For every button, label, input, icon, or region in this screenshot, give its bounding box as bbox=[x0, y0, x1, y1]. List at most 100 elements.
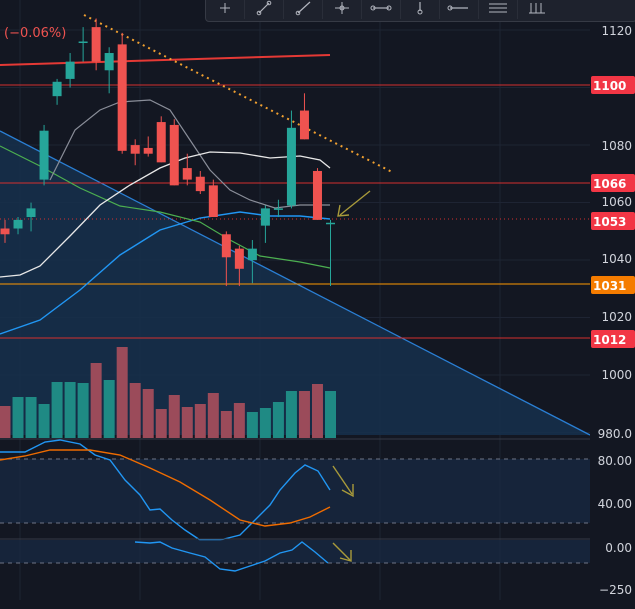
pattern-icon[interactable] bbox=[518, 0, 556, 19]
volume-bar bbox=[142, 389, 154, 438]
candle-body bbox=[221, 234, 231, 258]
candle-body bbox=[247, 248, 257, 261]
volume-bar bbox=[207, 393, 219, 438]
volume-bar bbox=[311, 384, 323, 438]
price-badge bbox=[591, 174, 635, 192]
candle-body bbox=[208, 185, 218, 218]
volume-bar bbox=[38, 404, 50, 438]
oscillator2-arrow bbox=[332, 542, 351, 561]
price-axis-label: 1060 bbox=[601, 195, 632, 209]
volume-bar bbox=[181, 407, 193, 438]
annotation-arrow bbox=[339, 190, 371, 216]
volume-bar bbox=[272, 402, 284, 438]
path-icon[interactable] bbox=[362, 0, 401, 19]
candle-body bbox=[312, 170, 322, 220]
oscillator-orange-line bbox=[0, 449, 331, 527]
oscillator-band bbox=[0, 459, 590, 523]
candle-body bbox=[52, 81, 62, 97]
ray-icon[interactable] bbox=[284, 0, 323, 19]
volume-bar bbox=[12, 397, 24, 438]
candle-body bbox=[286, 127, 296, 206]
price-axis-label: 1080 bbox=[601, 139, 632, 153]
horizontal-line-icon[interactable] bbox=[440, 0, 479, 19]
volume-bar bbox=[155, 409, 167, 438]
price-axis-background bbox=[590, 0, 635, 609]
price-axis-label: 1020 bbox=[601, 310, 632, 324]
candle-body bbox=[0, 228, 10, 235]
candle-body bbox=[156, 122, 166, 163]
trend-line-icon[interactable] bbox=[245, 0, 284, 19]
volume-bar bbox=[116, 347, 128, 438]
oscillator2-axis-label: 0.00 bbox=[605, 541, 632, 555]
drawing-toolbar bbox=[205, 0, 635, 22]
candle-body bbox=[299, 110, 309, 140]
price-axis-label: 1040 bbox=[601, 252, 632, 266]
candle-body bbox=[26, 208, 36, 218]
descending-trendline bbox=[0, 130, 591, 436]
volume-bar bbox=[129, 383, 141, 438]
oscillator-axis-label: 80.00 bbox=[598, 454, 632, 468]
price-axis-label: 1120 bbox=[601, 24, 632, 38]
candle-body bbox=[78, 41, 88, 44]
oscillator2-arrowhead bbox=[339, 550, 352, 562]
candle-body bbox=[143, 147, 153, 154]
dotted-downtrend-line bbox=[83, 14, 395, 174]
candle-body bbox=[195, 176, 205, 192]
candle-body bbox=[104, 53, 114, 71]
volume-bar bbox=[77, 383, 89, 438]
volume-bar bbox=[259, 408, 271, 438]
volume-bar bbox=[246, 412, 258, 438]
candle-body bbox=[326, 222, 335, 225]
price-badge-label: 1066 bbox=[593, 177, 626, 191]
volume-bar bbox=[25, 397, 37, 438]
candle-body bbox=[13, 219, 23, 229]
volume-bar bbox=[194, 404, 206, 438]
price-badge-label: 1053 bbox=[593, 215, 626, 229]
candle-body bbox=[65, 61, 75, 79]
moving-average-blue bbox=[0, 211, 331, 335]
volume-bar bbox=[325, 391, 336, 438]
price-badge bbox=[591, 276, 635, 294]
oscillator2-band bbox=[0, 540, 590, 563]
oscillator2-axis-label: −250 bbox=[599, 583, 632, 597]
fib-tool-icon[interactable] bbox=[323, 0, 362, 19]
annotation-arrowhead bbox=[337, 204, 350, 217]
price-axis-label: 980.0 bbox=[598, 427, 632, 441]
oscillator2-blue-line bbox=[134, 541, 329, 572]
price-badge bbox=[591, 330, 635, 348]
oscillator-blue-line bbox=[0, 439, 331, 541]
candle-body bbox=[91, 27, 101, 62]
volume-bar bbox=[0, 406, 11, 438]
brush-icon[interactable] bbox=[401, 0, 440, 19]
price-change-label: (−0.06%) bbox=[4, 26, 66, 41]
oscillator-arrow bbox=[332, 465, 353, 495]
candle-body bbox=[39, 130, 49, 180]
oscillator-axis-label: 40.00 bbox=[598, 497, 632, 511]
price-badge-label: 1031 bbox=[593, 279, 626, 293]
volume-bar bbox=[285, 391, 297, 438]
volume-bar bbox=[64, 382, 76, 438]
price-badge-label: 1100 bbox=[593, 79, 626, 93]
volume-bar bbox=[168, 395, 180, 438]
price-badge bbox=[591, 212, 635, 230]
candle-body bbox=[273, 208, 283, 210]
price-badge-label: 1012 bbox=[593, 333, 626, 347]
candle-body bbox=[169, 124, 179, 186]
volume-bar bbox=[51, 382, 63, 438]
candle-body bbox=[234, 248, 244, 269]
oscillator-arrowhead bbox=[341, 484, 354, 498]
candle-body bbox=[130, 145, 140, 154]
cursor-cross-icon[interactable] bbox=[206, 0, 245, 19]
volume-bar bbox=[233, 403, 245, 438]
text-icon[interactable] bbox=[479, 0, 518, 19]
candle-body bbox=[182, 168, 192, 180]
moving-average-gray bbox=[49, 99, 330, 209]
moving-average-green bbox=[0, 145, 331, 269]
candle-body bbox=[260, 208, 270, 226]
price-badge bbox=[591, 76, 635, 94]
volume-bar bbox=[298, 391, 310, 438]
volume-bar bbox=[103, 380, 115, 438]
price-axis-label: 1000 bbox=[601, 368, 632, 382]
